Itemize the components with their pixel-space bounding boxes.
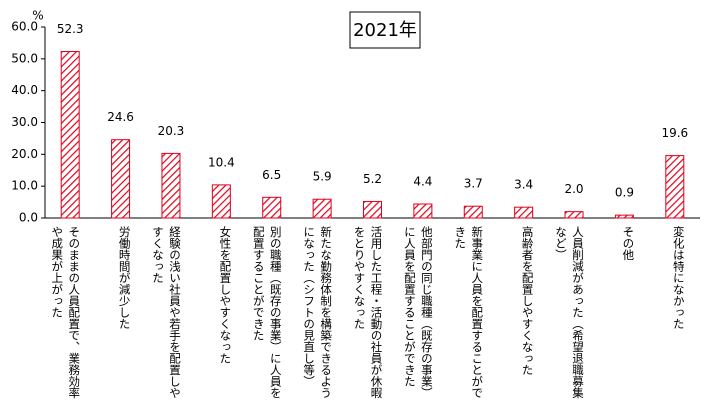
x-tick-label: 新事業に人員を配置することができた xyxy=(453,226,485,399)
value-label: 10.4 xyxy=(208,155,235,169)
value-label: 24.6 xyxy=(107,110,134,124)
x-tick-label: 他部門の同じ職種（既存の事業）に人員を配置することができた xyxy=(402,226,434,399)
value-label: 5.2 xyxy=(363,172,382,186)
bar xyxy=(262,196,282,219)
value-label: 3.4 xyxy=(514,178,533,192)
x-tick-label: 労働時間が減少した xyxy=(117,226,132,330)
bar xyxy=(514,206,534,219)
bar xyxy=(463,205,483,219)
bar xyxy=(211,184,231,219)
y-tick-label: 0.0 xyxy=(19,211,38,225)
x-tick-label: 新たな勤務体制を構築できるようになった（シフトの見直し等） xyxy=(302,226,334,399)
bar xyxy=(614,214,634,219)
unit-label: % xyxy=(32,9,43,23)
value-label: 2.0 xyxy=(564,182,583,196)
y-tick-label: 40.0 xyxy=(11,83,38,97)
x-tick-label: 高齢者を配置しやすくなった xyxy=(520,226,535,376)
y-tick-label: 20.0 xyxy=(11,147,38,161)
bar xyxy=(564,211,584,219)
x-tick-label: 別の職種（既存の事業）に人員を配置することができた xyxy=(251,226,283,399)
x-tick-label: 活用した工程・活動の社員が休暇をとりやすくなった xyxy=(352,226,384,399)
value-label: 52.3 xyxy=(57,22,84,36)
value-label: 5.9 xyxy=(313,170,332,184)
x-tick-label: 女性を配置しやすくなった xyxy=(218,226,233,364)
value-label: 6.5 xyxy=(262,168,281,182)
bar xyxy=(363,200,382,219)
bar xyxy=(665,155,685,219)
value-label: 3.7 xyxy=(464,177,483,191)
x-tick-label: 変化は特になかった xyxy=(671,226,686,330)
bar xyxy=(60,51,80,219)
value-label: 19.6 xyxy=(661,126,688,140)
title-box xyxy=(349,11,421,49)
y-tick-label: 50.0 xyxy=(11,51,38,65)
value-label: 0.9 xyxy=(615,186,634,200)
value-label: 4.4 xyxy=(413,174,432,188)
bar xyxy=(312,198,332,219)
bar xyxy=(413,203,433,219)
x-tick-label: その他 xyxy=(621,226,636,261)
bar xyxy=(111,139,131,219)
value-label: 20.3 xyxy=(158,124,185,138)
y-tick-label: 30.0 xyxy=(11,115,38,129)
y-tick-label: 10.0 xyxy=(11,179,38,193)
x-tick-label: 人員削減があった（希望退職募集など） xyxy=(554,226,586,399)
bar xyxy=(161,152,181,219)
x-tick-label: そのままの人員配置で、業務効率や成果が上がった xyxy=(50,226,82,399)
chart-title: 2021年 xyxy=(353,20,417,41)
x-tick-label: 経験の浅い社員や若手を配置しやすくなった xyxy=(150,226,182,399)
y-tick-label: 60.0 xyxy=(11,20,38,34)
